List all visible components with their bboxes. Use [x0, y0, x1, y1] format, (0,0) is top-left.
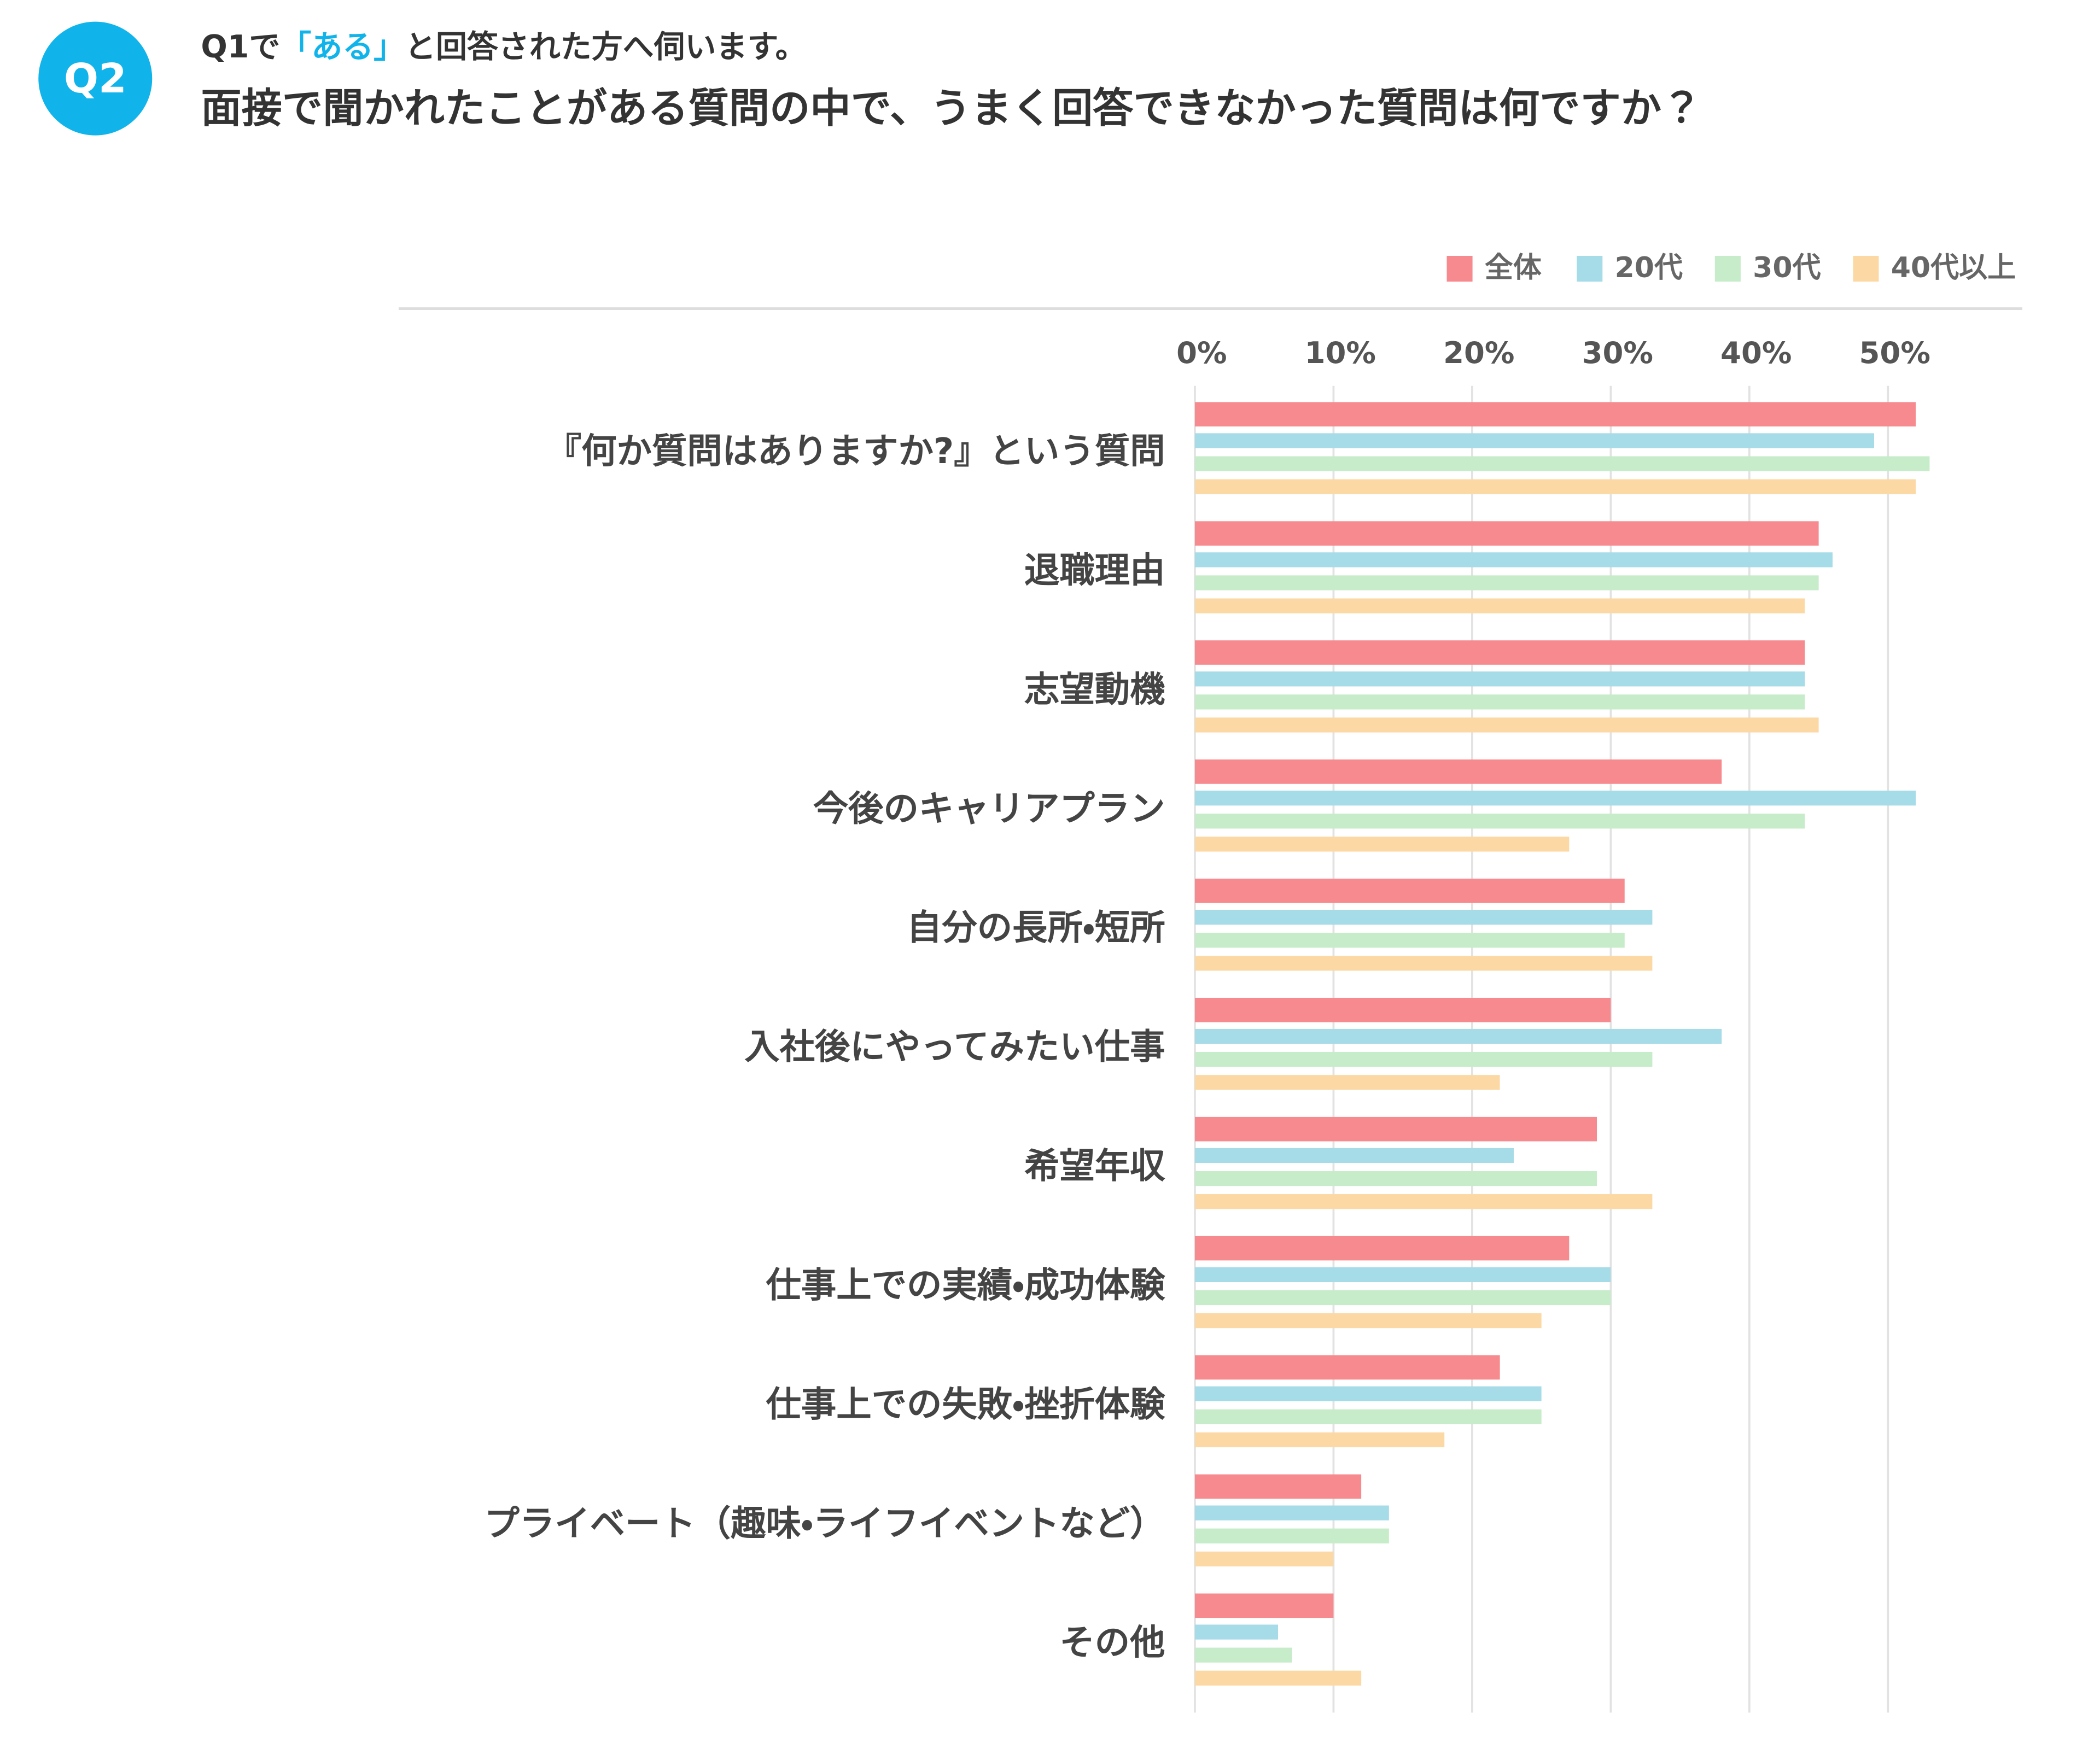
bar: [1194, 1528, 1389, 1543]
bar: [1194, 1116, 1597, 1142]
y-tick-label: プライベート（趣味・ライフイベントなど）: [484, 1503, 1165, 1544]
legend-swatch: [1446, 256, 1473, 282]
legend-label: 40代以上: [1891, 252, 2016, 284]
bar: [1194, 759, 1722, 784]
legend-label: 全体: [1485, 252, 1542, 284]
y-tick-label: 自分の長所・短所: [907, 908, 1165, 949]
y-tick-label: 仕事上での実績・成功体験: [766, 1265, 1165, 1306]
bar: [1194, 1028, 1722, 1044]
bar: [1194, 521, 1819, 546]
y-tick-label: 入社後にやってみたい仕事: [744, 1027, 1165, 1068]
x-tick-label: 30%: [1582, 335, 1653, 370]
y-tick-label: 今後のキャリアプラン: [813, 788, 1165, 829]
bar: [1194, 1148, 1514, 1163]
legend-label: 20代: [1615, 252, 1683, 284]
bar: [1194, 1474, 1362, 1499]
bar: [1194, 814, 1805, 829]
bar: [1194, 1505, 1389, 1520]
bar: [1194, 1409, 1542, 1424]
bar: [1194, 456, 1930, 471]
bar: [1194, 1593, 1334, 1618]
bar: [1194, 1551, 1334, 1566]
y-tick-label: その他: [1059, 1622, 1165, 1663]
y-tick-label: 退職理由: [1024, 550, 1165, 591]
subtitle-highlight: 「ある」: [280, 29, 405, 65]
bar: [1194, 1432, 1445, 1448]
bar: [1194, 552, 1833, 568]
bar: [1194, 575, 1819, 590]
bar: [1194, 1386, 1542, 1401]
y-tick-label: 仕事上での失敗・挫折体験: [766, 1384, 1165, 1425]
x-tick-label: 20%: [1443, 335, 1514, 370]
bar: [1194, 1052, 1653, 1067]
bar: [1194, 1355, 1500, 1380]
subtitle-part: Q1で: [201, 29, 280, 65]
x-tick-label: 10%: [1305, 335, 1376, 370]
bar: [1194, 1171, 1597, 1186]
title: 面接で聞かれたことがある質問の中で、うまく回答できなかった質問は何ですか？: [201, 85, 1702, 132]
bar: [1194, 1624, 1279, 1640]
bar: [1194, 791, 1916, 806]
x-tick-label: 40%: [1720, 335, 1792, 370]
y-tick-label: 志望動機: [1024, 669, 1165, 710]
bar: [1194, 1290, 1611, 1306]
x-tick-label: 50%: [1859, 335, 1930, 370]
subtitle: Q1で「ある」と回答された方へ伺います。: [201, 29, 806, 65]
x-tick-label: 0%: [1176, 335, 1227, 370]
bar: [1194, 640, 1805, 665]
bar: [1194, 717, 1819, 733]
badge-circle: [38, 21, 153, 136]
bar: [1194, 997, 1611, 1022]
bar: [1194, 1313, 1542, 1329]
bar: [1194, 837, 1570, 852]
bar: [1194, 910, 1653, 925]
legend-label: 30代: [1753, 252, 1821, 284]
bar: [1194, 1194, 1653, 1209]
bar: [1194, 879, 1625, 903]
y-tick-label: 『何か質問はありますか?』という質問: [546, 431, 1165, 472]
bar: [1194, 1647, 1292, 1663]
badge: Q2: [64, 55, 127, 102]
legend-swatch: [1853, 256, 1879, 282]
bar: [1194, 1236, 1570, 1261]
y-tick-label: 希望年収: [1024, 1146, 1165, 1187]
legend-swatch: [1577, 256, 1603, 282]
bar: [1194, 933, 1625, 948]
bar: [1194, 956, 1653, 971]
bar: [1194, 1267, 1611, 1282]
legend-swatch: [1714, 256, 1741, 282]
subtitle-part: と回答された方へ伺います。: [405, 29, 807, 65]
bar: [1194, 479, 1916, 494]
bar: [1194, 598, 1805, 613]
bar: [1194, 671, 1805, 687]
bar: [1194, 694, 1805, 710]
bar: [1194, 433, 1874, 448]
bar: [1194, 402, 1916, 427]
bar: [1194, 1670, 1362, 1686]
bar: [1194, 1075, 1500, 1090]
